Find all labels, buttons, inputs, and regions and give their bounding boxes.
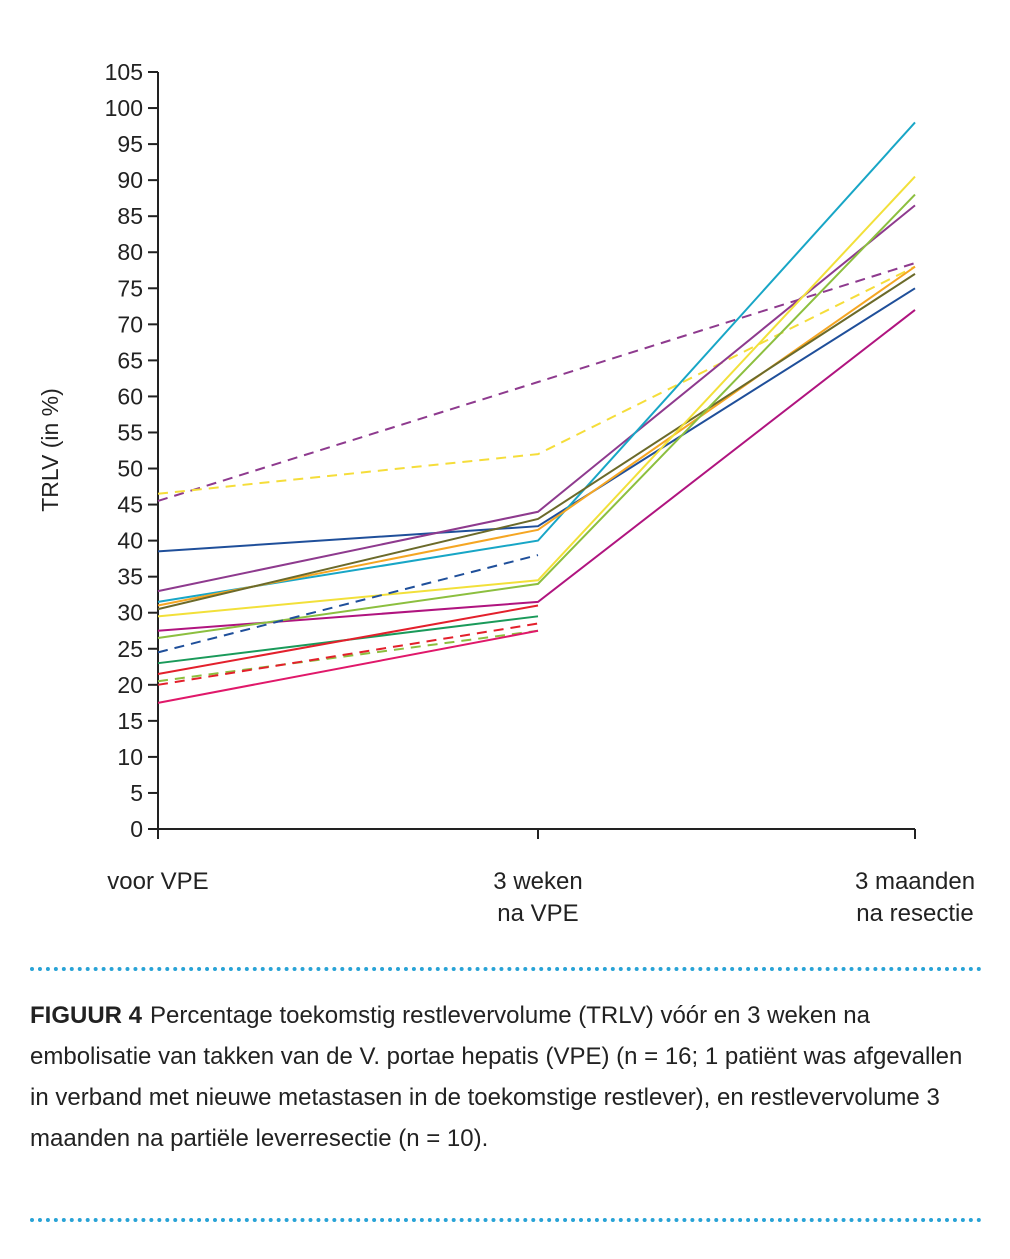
y-tick-label: 10 xyxy=(117,744,143,770)
y-tick-label: 20 xyxy=(117,672,143,698)
y-tick-label: 75 xyxy=(117,275,143,301)
x-label-line: na resectie xyxy=(856,900,974,927)
y-tick-label: 65 xyxy=(117,347,143,373)
series-line-14 xyxy=(157,622,539,686)
series-line-1 xyxy=(157,265,916,495)
y-axis-label: TRLV (in %) xyxy=(37,388,63,512)
y-tick-label: 35 xyxy=(117,564,143,590)
y-tick-label: 90 xyxy=(117,167,143,193)
caption-text: Percentage toekomstig restlevervolume (T… xyxy=(30,1002,963,1152)
separator-top xyxy=(30,967,982,971)
y-tick-label: 105 xyxy=(105,59,143,85)
series-line-12 xyxy=(157,604,539,675)
series-line-3 xyxy=(157,204,916,593)
y-tick-label: 95 xyxy=(117,131,143,157)
separator-bottom xyxy=(30,1218,982,1222)
y-tick-label: 5 xyxy=(130,780,143,806)
x-label-1: 3 weken na VPE xyxy=(478,866,598,930)
x-label-line: voor VPE xyxy=(107,868,209,895)
y-tick-label: 50 xyxy=(117,456,143,482)
series-line-15 xyxy=(157,629,539,704)
x-label-line: 3 maanden xyxy=(854,868,976,895)
y-tick-label: 60 xyxy=(117,383,143,409)
series-line-9 xyxy=(157,193,916,639)
series-line-0 xyxy=(157,262,916,502)
figure-caption: FIGUUR 4 Percentage toekomstig restleverv… xyxy=(30,995,980,1159)
y-tick-label: 45 xyxy=(117,492,143,518)
series-line-8 xyxy=(157,309,916,632)
series-line-6 xyxy=(157,273,916,611)
y-tick-label: 55 xyxy=(117,419,143,445)
series-line-13 xyxy=(157,629,539,683)
y-tick-label: 15 xyxy=(117,708,143,734)
series-line-4 xyxy=(157,121,916,603)
x-label-line: 3 weken xyxy=(493,868,583,895)
x-label-0: voor VPE xyxy=(98,866,218,898)
line-chart: 0 5 10 15 20 25 30 35 40 45 50 55 60 65 70 75 80 85 90 95 10… xyxy=(37,59,916,842)
y-tick-label: 0 xyxy=(130,816,143,842)
series-line-10 xyxy=(157,554,539,654)
y-tick-label: 100 xyxy=(105,95,143,121)
x-label-line: na VPE xyxy=(497,900,579,927)
y-tick-label: 25 xyxy=(117,636,143,662)
y-tick-label: 40 xyxy=(117,528,143,554)
y-tick-label: 80 xyxy=(117,239,143,265)
y-tick-label: 30 xyxy=(117,600,143,626)
caption-label: FIGUUR 4 xyxy=(30,1002,143,1029)
series-line-7 xyxy=(157,175,916,618)
y-tick-label: 85 xyxy=(117,203,143,229)
series-line-2 xyxy=(157,287,916,553)
y-tick-label: 70 xyxy=(117,311,143,337)
x-label-2: 3 maanden na resectie xyxy=(840,866,990,930)
series-line-5 xyxy=(157,265,916,607)
